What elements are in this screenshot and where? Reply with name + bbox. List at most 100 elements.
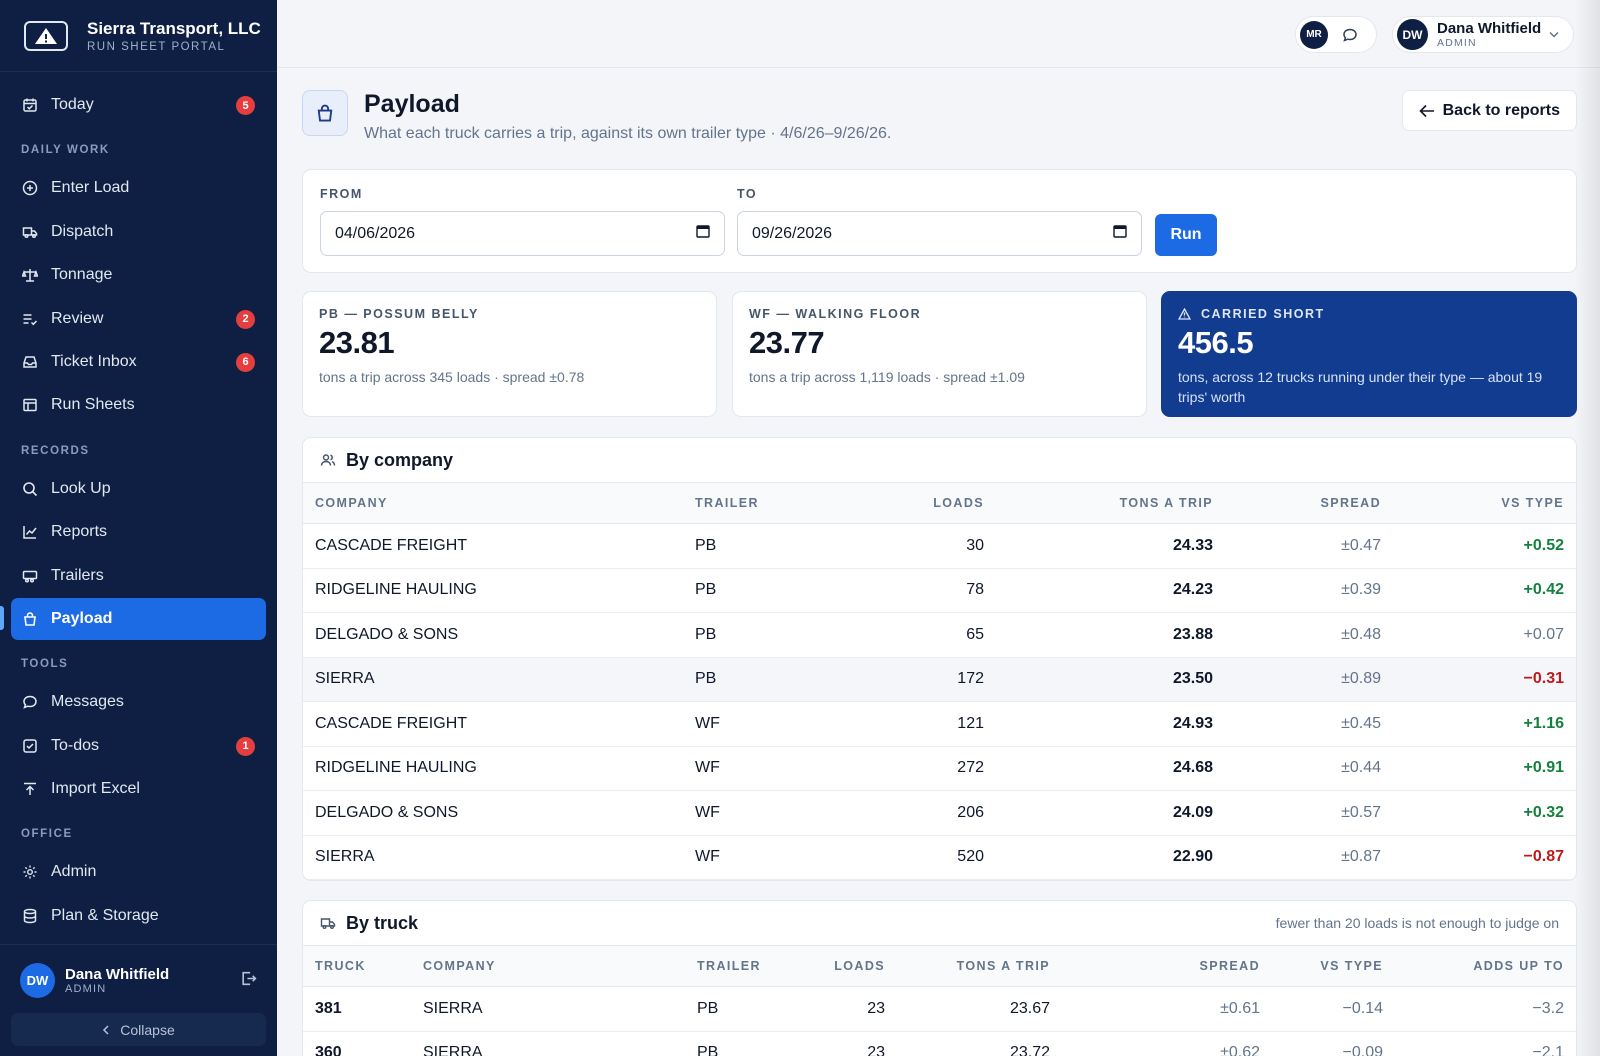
nav-item-dispatch[interactable]: Dispatch (11, 211, 266, 253)
scale-icon (22, 267, 38, 283)
nav-item-messages[interactable]: Messages (11, 681, 266, 723)
stat-value: 23.81 (319, 325, 395, 360)
plus-circle-icon (22, 180, 38, 196)
table-row[interactable]: RIDGELINE HAULING PB 78 24.23 ±0.39 +0.42 (303, 568, 1576, 613)
nav-label-tonnage: Tonnage (51, 266, 113, 284)
trailer-icon (22, 568, 38, 584)
column-header[interactable]: SPREAD (1225, 482, 1393, 524)
nav-item-run-sheets[interactable]: Run Sheets (11, 384, 266, 426)
nav-item-trailers[interactable]: Trailers (11, 555, 266, 597)
nav-item-todos[interactable]: To-dos 1 (11, 725, 266, 767)
nav-label-today: Today (51, 96, 94, 113)
nav-item-ticket-inbox[interactable]: Ticket Inbox 6 (11, 341, 266, 383)
back-to-reports-button[interactable]: Back to reports (1401, 90, 1577, 131)
nav-item-plan-storage[interactable]: Plan & Storage (11, 895, 266, 937)
column-header[interactable]: LOADS (805, 945, 897, 987)
calendar-icon[interactable] (696, 224, 710, 243)
truck-icon (320, 915, 336, 931)
table-row[interactable]: SIERRA PB 172 23.50 ±0.89 −0.31 (303, 657, 1576, 702)
stat-label: PB — POSSUM BELLY (319, 307, 479, 321)
table-row[interactable]: CASCADE FREIGHT WF 121 24.93 ±0.45 +1.16 (303, 701, 1576, 747)
to-date-input[interactable]: 09/26/2026 (737, 211, 1142, 256)
stat-description: tons a trip across 345 loads · spread ±0… (319, 369, 585, 385)
column-header[interactable]: TONS A TRIP (996, 482, 1225, 524)
bag-icon (22, 611, 38, 627)
collapse-button[interactable]: Collapse (11, 1013, 266, 1046)
tons-a-trip-cell: 22.90 (996, 835, 1225, 880)
column-header[interactable]: TRUCK (303, 945, 411, 987)
trailer-cell: WF (683, 746, 833, 791)
from-date-value: 04/06/2026 (335, 224, 416, 242)
company-cell: CASCADE FREIGHT (303, 523, 683, 569)
trailer-cell: PB (683, 657, 833, 702)
nav-item-enter-load[interactable]: Enter Load (11, 167, 266, 209)
active-nav-marker (0, 606, 4, 630)
adds-up-to-cell: −2.1 (1395, 1031, 1576, 1056)
column-header[interactable]: LOADS (833, 482, 996, 524)
by-truck-note: fewer than 20 loads is not enough to jud… (1275, 915, 1559, 931)
sidebar-user-role: ADMIN (65, 983, 107, 995)
table-row[interactable]: CASCADE FREIGHT PB 30 24.33 ±0.47 +0.52 (303, 523, 1576, 569)
chat-bubble-icon[interactable] (1342, 27, 1358, 43)
truck-cell: 360 (303, 1031, 411, 1056)
sidebar-user-name: Dana Whitfield (65, 966, 170, 983)
column-header[interactable]: TONS A TRIP (897, 945, 1062, 987)
table-row[interactable]: DELGADO & SONS WF 206 24.09 ±0.57 +0.32 (303, 790, 1576, 836)
nav-item-review[interactable]: Review 2 (11, 298, 266, 340)
adds-up-to-cell: −3.2 (1395, 986, 1576, 1032)
user-avatar-mr[interactable]: MR (1300, 20, 1328, 49)
truck-icon (22, 224, 38, 240)
table-icon (22, 397, 38, 413)
column-header[interactable]: COMPANY (303, 482, 683, 524)
spread-cell: ±0.45 (1225, 701, 1393, 747)
checkbox-icon (22, 738, 38, 754)
table-row[interactable]: DELGADO & SONS PB 65 23.88 ±0.48 +0.07 (303, 612, 1576, 658)
user-menu[interactable]: DW Dana Whitfield ADMIN (1392, 16, 1574, 53)
summary-stats: PB — POSSUM BELLY 23.81 tons a trip acro… (302, 291, 1577, 417)
nav-label-payload: Payload (51, 609, 113, 627)
column-header[interactable]: VS TYPE (1393, 482, 1576, 524)
column-header[interactable]: TRAILER (685, 945, 805, 987)
stat-description: tons, across 12 trucks running under the… (1178, 369, 1543, 405)
nav-item-tonnage[interactable]: Tonnage (11, 254, 266, 296)
logout-icon[interactable] (240, 970, 257, 992)
nav-item-import-excel[interactable]: Import Excel (11, 768, 266, 810)
run-button[interactable]: Run (1155, 214, 1217, 256)
database-icon (22, 908, 38, 924)
table-row[interactable]: SIERRA WF 520 22.90 ±0.87 −0.87 (303, 835, 1576, 880)
tons-a-trip-cell: 23.72 (897, 1031, 1062, 1056)
nav-item-look-up[interactable]: Look Up (11, 468, 266, 510)
column-header[interactable]: SPREAD (1062, 945, 1272, 987)
nav-badge-review: 2 (236, 309, 255, 329)
avatar[interactable]: DW (20, 963, 55, 998)
trailer-cell: WF (683, 701, 833, 747)
by-truck-table: TRUCK COMPANY TRAILER LOADS TONS A TRIP … (303, 945, 1576, 1056)
user-avatar: DW (1397, 19, 1428, 50)
upload-icon (22, 781, 38, 797)
calendar-icon[interactable] (1113, 224, 1127, 243)
table-row[interactable]: RIDGELINE HAULING WF 272 24.68 ±0.44 +0.91 (303, 746, 1576, 791)
column-header[interactable]: TRAILER (683, 482, 833, 524)
nav-label-dispatch: Dispatch (51, 222, 114, 240)
to-date-value: 09/26/2026 (752, 224, 833, 242)
table-row[interactable]: 381 SIERRA PB 23 23.67 ±0.61 −0.14 −3.2 (303, 986, 1576, 1032)
nav-item-reports[interactable]: Reports (11, 511, 266, 553)
nav-item-admin[interactable]: Admin (11, 851, 266, 893)
vs-type-cell: −0.31 (1393, 657, 1576, 702)
table-header-row: TRUCK COMPANY TRAILER LOADS TONS A TRIP … (303, 945, 1576, 987)
stat-value: 23.77 (749, 325, 825, 360)
stat-card-pb: PB — POSSUM BELLY 23.81 tons a trip acro… (302, 291, 717, 417)
nav-item-payload[interactable]: Payload (11, 597, 266, 640)
topbar: MR DW Dana Whitfield ADMIN (277, 0, 1600, 68)
from-date-input[interactable]: 04/06/2026 (320, 211, 725, 256)
loads-cell: 65 (833, 612, 996, 658)
column-header[interactable]: VS TYPE (1272, 945, 1395, 987)
loads-cell: 520 (833, 835, 996, 880)
table-row[interactable]: 360 SIERRA PB 23 23.72 ±0.62 −0.09 −2.1 (303, 1031, 1576, 1056)
company-cell: DELGADO & SONS (303, 612, 683, 658)
company-cell: SIERRA (303, 835, 683, 880)
tons-a-trip-cell: 23.50 (996, 657, 1225, 702)
column-header[interactable]: COMPANY (411, 945, 685, 987)
nav-item-today[interactable]: Today 5 (11, 84, 266, 126)
column-header[interactable]: ADDS UP TO (1395, 945, 1576, 987)
